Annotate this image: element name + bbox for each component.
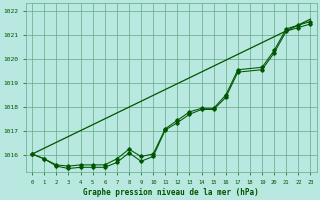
- X-axis label: Graphe pression niveau de la mer (hPa): Graphe pression niveau de la mer (hPa): [84, 188, 259, 197]
